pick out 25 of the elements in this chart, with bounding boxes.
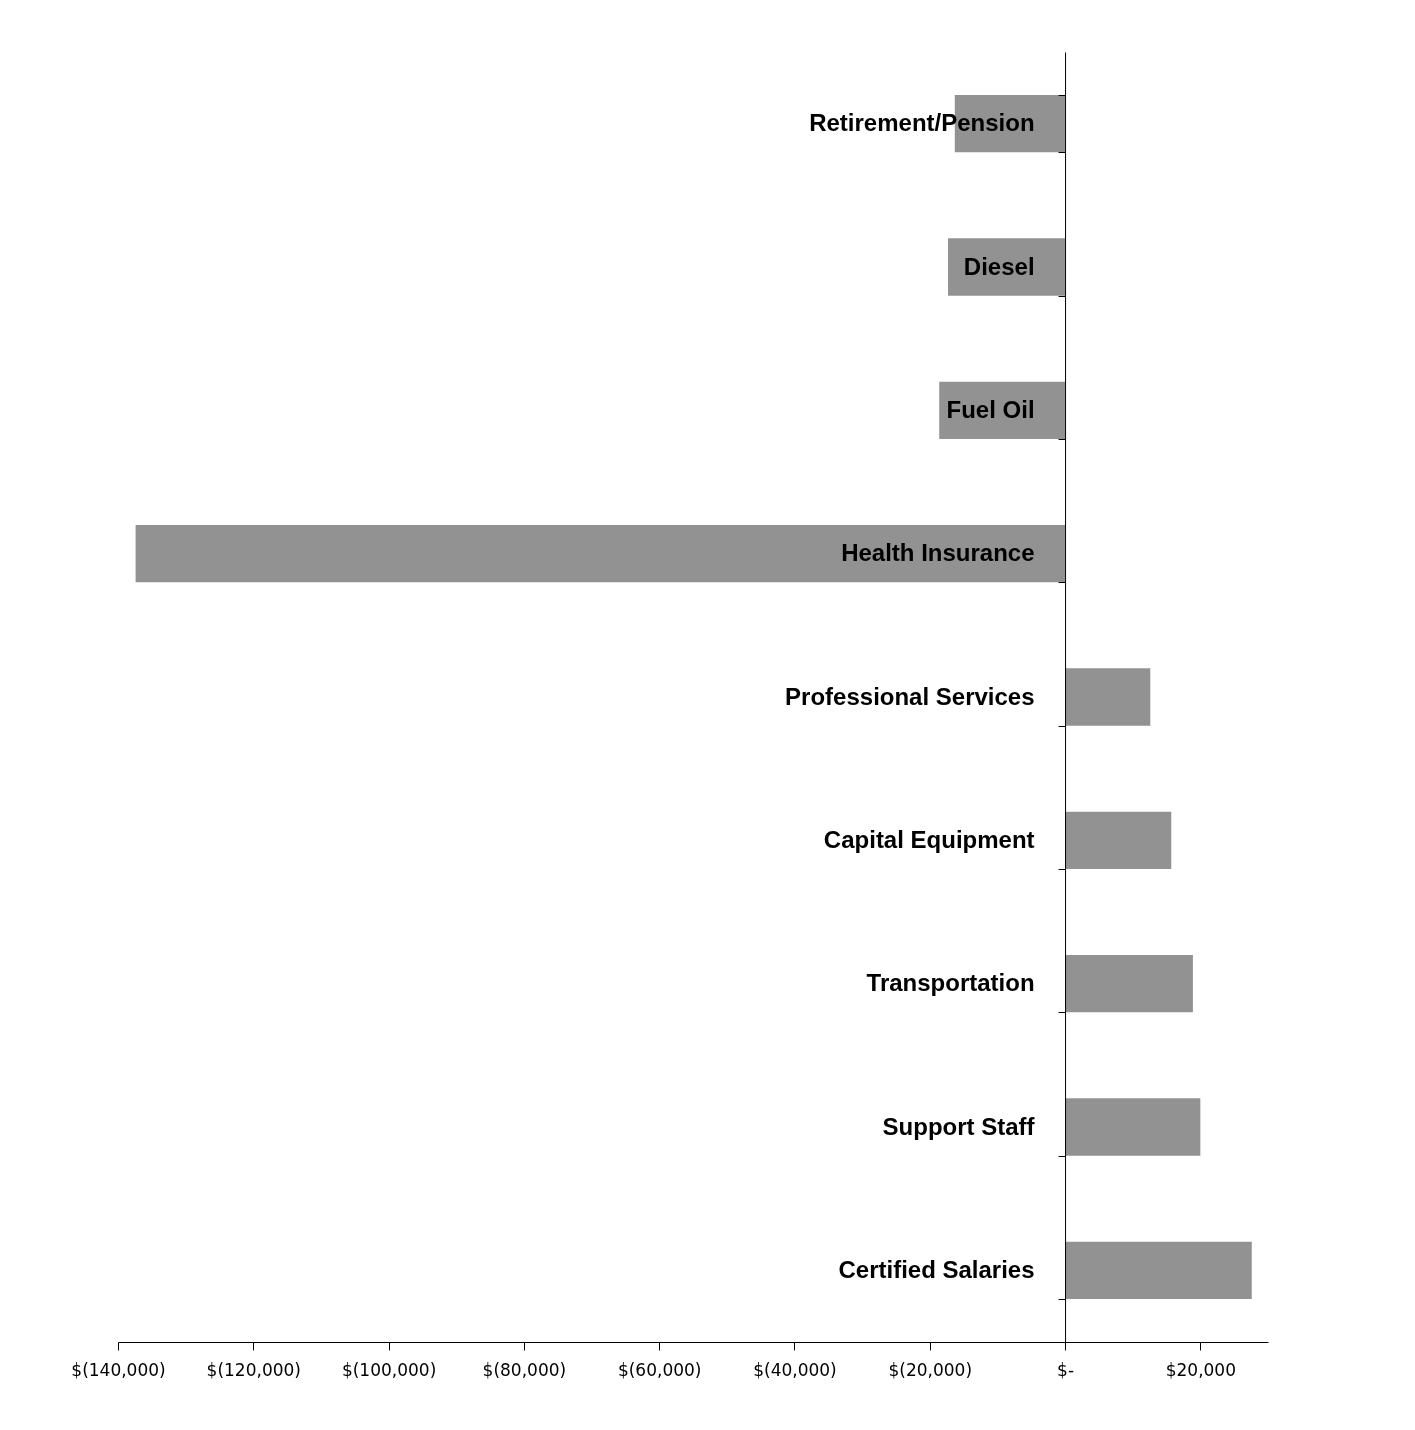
- bar: [1065, 668, 1151, 726]
- y-tick-label: Certified Salaries: [838, 1255, 1035, 1283]
- y-tick-label: Diesel: [963, 252, 1035, 280]
- x-tick-label: $(140,000): [71, 1359, 166, 1380]
- y-tick-label: Retirement/Pension: [809, 109, 1035, 137]
- x-tick-label: $(80,000): [482, 1359, 567, 1380]
- x-tick-label: $(60,000): [617, 1359, 702, 1380]
- bar: [135, 525, 1066, 583]
- y-tick-label: Professional Services: [785, 682, 1035, 710]
- x-tick-label: $(100,000): [341, 1359, 437, 1380]
- y-tick-label: Support Staff: [882, 1112, 1036, 1140]
- bar: [1065, 955, 1193, 1013]
- y-tick-label: Capital Equipment: [823, 825, 1035, 853]
- x-tick-label: $-: [1057, 1359, 1075, 1380]
- x-tick-label: $(20,000): [888, 1359, 973, 1380]
- bar: [948, 238, 1066, 296]
- x-tick-label: $20,000: [1165, 1359, 1237, 1380]
- y-tick-label: Health Insurance: [841, 539, 1035, 567]
- x-tick-label: $(40,000): [753, 1359, 837, 1380]
- y-tick-label: Transportation: [866, 969, 1035, 997]
- bar: [1065, 811, 1172, 869]
- x-tick-label: $(120,000): [206, 1359, 301, 1380]
- bar: [1065, 1241, 1252, 1299]
- bar: [1065, 1098, 1201, 1156]
- y-tick-label: Fuel Oil: [946, 395, 1035, 423]
